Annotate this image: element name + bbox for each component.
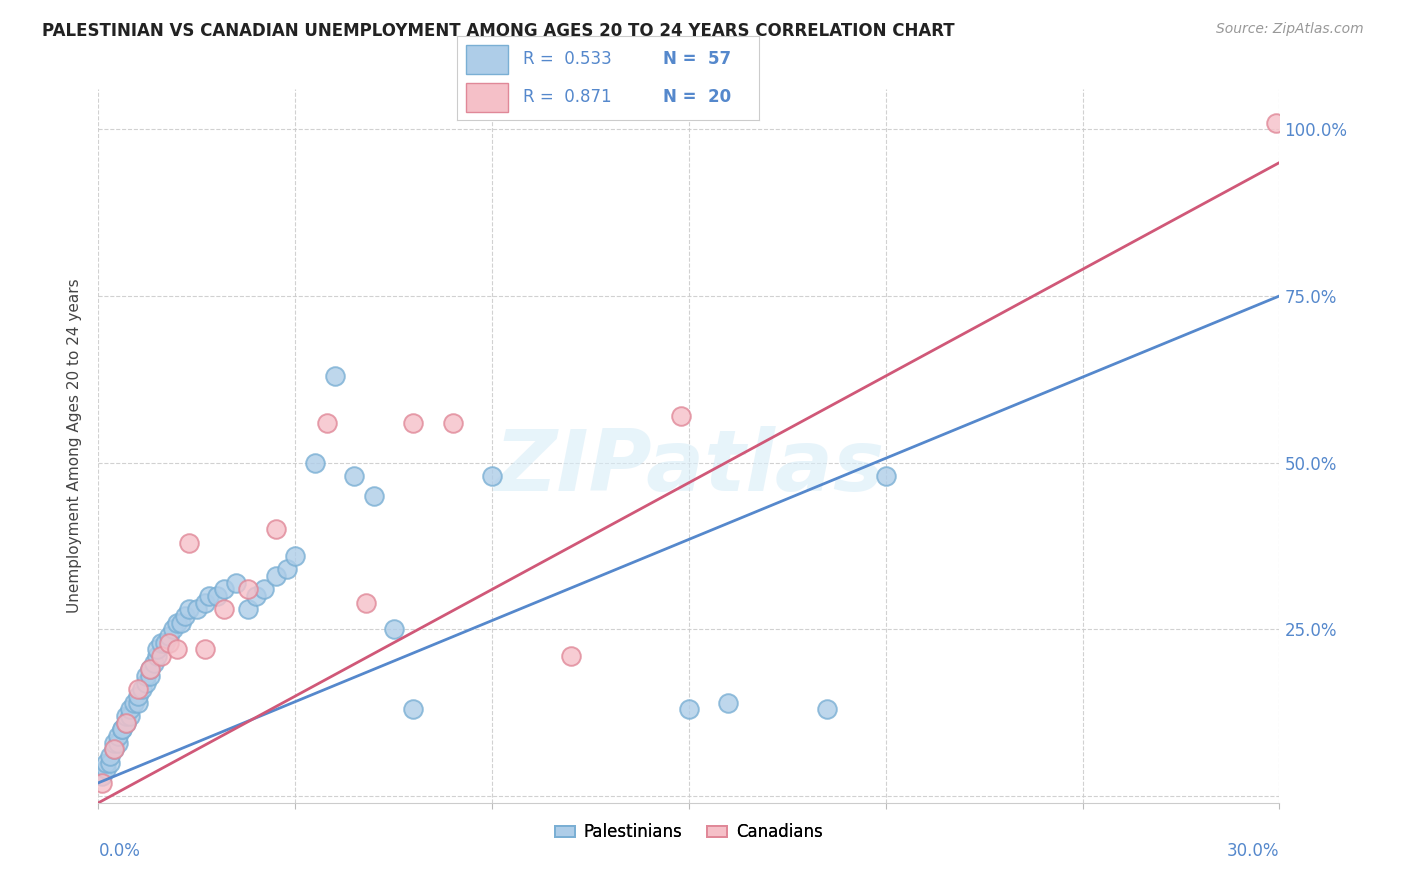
Point (875, 469, 897, 483)
Point (122, 696, 145, 710)
Point (131, 682, 153, 697)
Point (138, 662, 160, 676)
Point (170, 615, 193, 630)
Point (127, 682, 149, 697)
FancyBboxPatch shape (465, 83, 509, 112)
Point (127, 696, 149, 710)
Point (150, 649, 173, 664)
Text: 30.0%: 30.0% (1227, 842, 1279, 860)
Text: 0.0%: 0.0% (98, 842, 141, 860)
Point (103, 736, 125, 750)
Legend: Palestinians, Canadians: Palestinians, Canadians (548, 817, 830, 848)
Point (138, 669, 160, 683)
Point (162, 623, 184, 637)
Point (441, 416, 464, 430)
Point (402, 702, 425, 716)
Text: R =  0.871: R = 0.871 (523, 87, 612, 105)
Point (264, 522, 287, 536)
Point (107, 729, 129, 743)
Point (1264, 115, 1286, 129)
Point (194, 642, 217, 657)
Point (166, 642, 188, 657)
Point (717, 696, 740, 710)
Point (253, 582, 276, 597)
Point (245, 589, 267, 603)
Point (815, 702, 838, 716)
Point (115, 709, 138, 723)
Text: ZIPatlas: ZIPatlas (494, 425, 884, 509)
Text: PALESTINIAN VS CANADIAN UNEMPLOYMENT AMONG AGES 20 TO 24 YEARS CORRELATION CHART: PALESTINIAN VS CANADIAN UNEMPLOYMENT AMO… (42, 22, 955, 40)
Point (96, 763, 118, 777)
Point (157, 636, 180, 650)
Point (236, 602, 259, 616)
Point (343, 469, 366, 483)
Point (150, 636, 173, 650)
Point (115, 715, 138, 730)
Point (166, 615, 188, 630)
Point (135, 669, 157, 683)
Point (155, 636, 177, 650)
Text: R =  0.533: R = 0.533 (523, 50, 612, 68)
Point (138, 662, 160, 676)
Point (669, 409, 692, 423)
FancyBboxPatch shape (465, 45, 509, 74)
Point (678, 702, 700, 716)
Point (98, 756, 121, 770)
Point (264, 569, 287, 583)
Point (91, 776, 114, 790)
Point (363, 489, 385, 503)
Point (157, 629, 180, 643)
Point (142, 656, 165, 670)
Point (197, 589, 219, 603)
Text: N =  57: N = 57 (662, 50, 731, 68)
Point (323, 368, 346, 383)
Point (107, 736, 129, 750)
Point (354, 596, 377, 610)
Point (135, 675, 157, 690)
Point (194, 596, 217, 610)
Point (186, 602, 208, 616)
Point (174, 609, 197, 624)
Point (146, 642, 169, 657)
Point (177, 602, 200, 616)
Point (382, 623, 405, 637)
Point (304, 456, 326, 470)
Text: Source: ZipAtlas.com: Source: ZipAtlas.com (1216, 22, 1364, 37)
Point (236, 582, 259, 597)
Point (111, 723, 134, 737)
Point (118, 702, 141, 716)
Point (146, 649, 169, 664)
Point (276, 562, 298, 576)
Point (214, 602, 236, 616)
Point (214, 582, 236, 597)
Text: N =  20: N = 20 (662, 87, 731, 105)
Point (91, 769, 114, 783)
Point (118, 709, 141, 723)
Point (111, 723, 134, 737)
Point (115, 715, 138, 730)
Y-axis label: Unemployment Among Ages 20 to 24 years: Unemployment Among Ages 20 to 24 years (67, 278, 83, 614)
Point (560, 649, 582, 664)
Point (205, 589, 228, 603)
Point (103, 742, 125, 756)
Point (225, 575, 247, 590)
Point (177, 535, 200, 549)
Point (127, 689, 149, 703)
Point (402, 416, 425, 430)
Point (98, 749, 121, 764)
Point (481, 469, 503, 483)
Point (103, 742, 125, 756)
Point (315, 416, 337, 430)
Point (284, 549, 307, 563)
Point (96, 756, 118, 770)
